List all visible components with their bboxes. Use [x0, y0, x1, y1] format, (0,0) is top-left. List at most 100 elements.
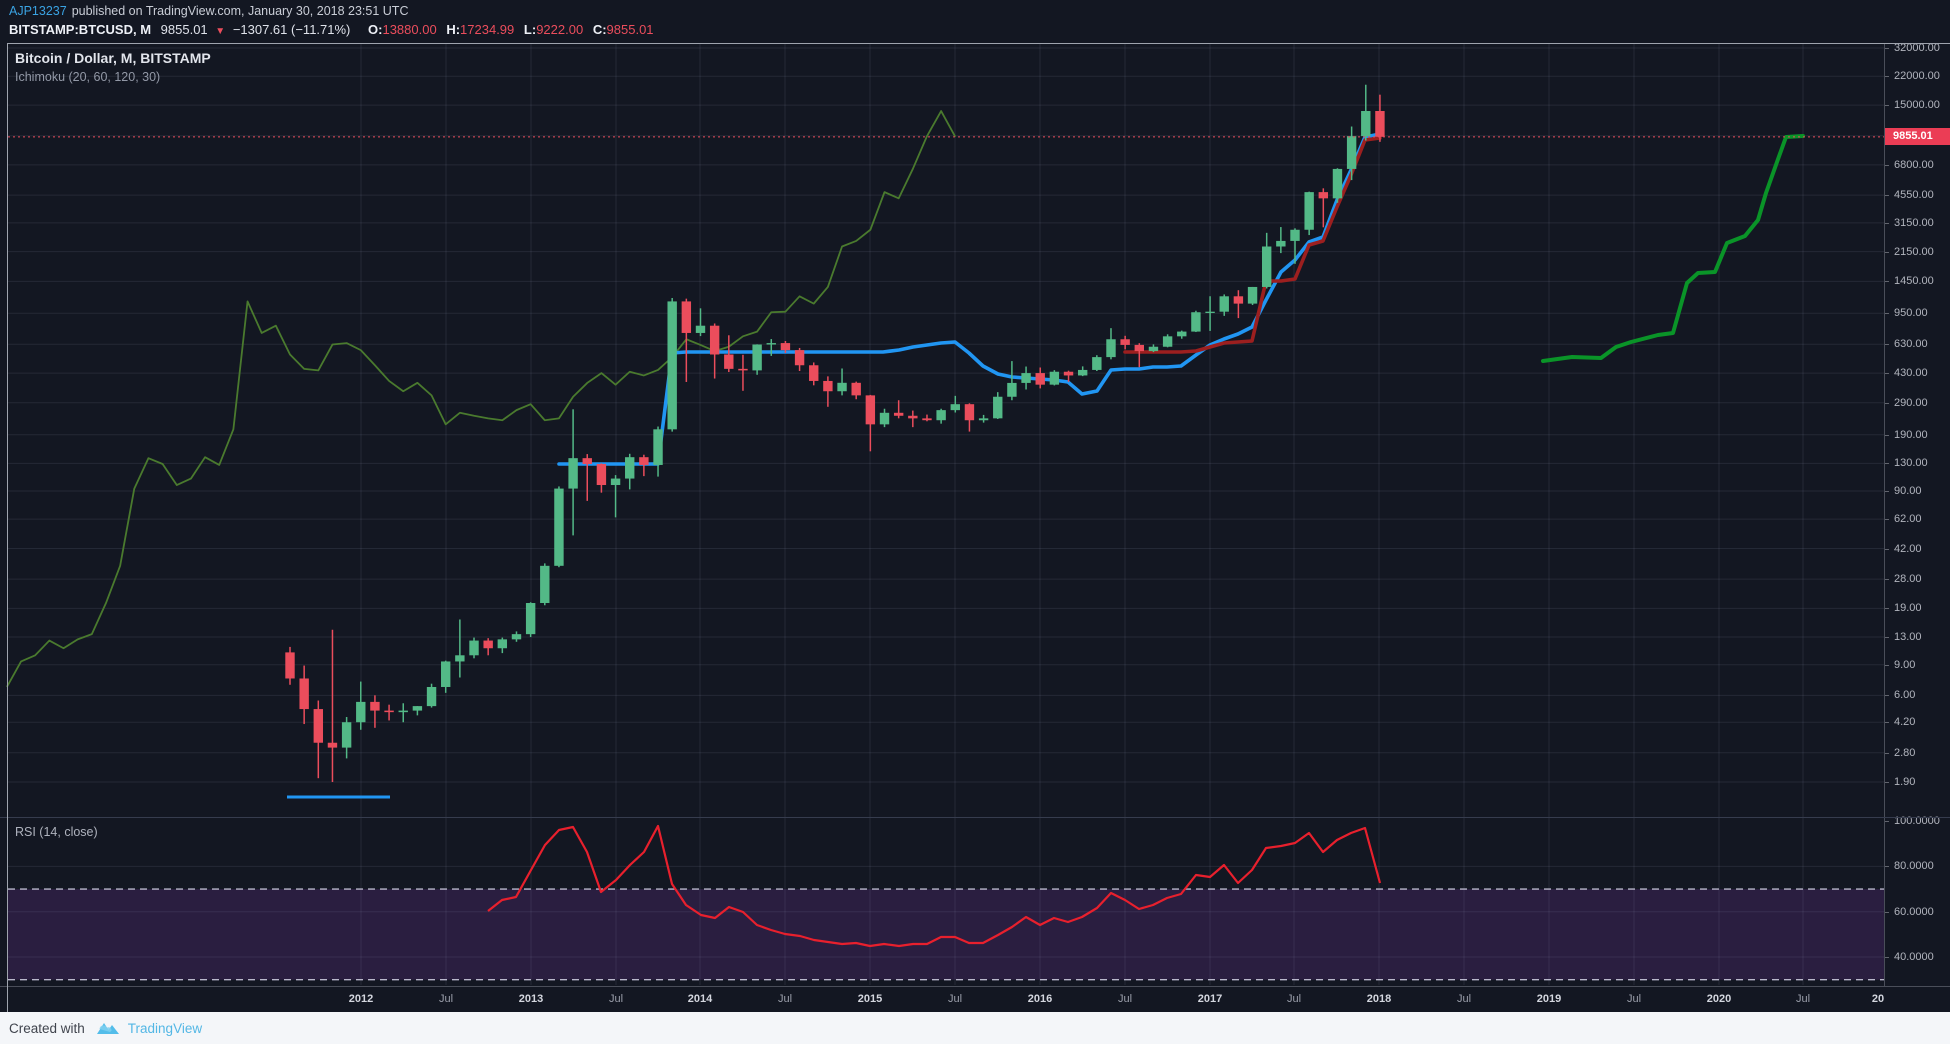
time-tick-jul-label: Jul [1795, 993, 1811, 1005]
rsi-tick-label: 100.0000 [1894, 815, 1940, 827]
time-tick-year-label: 2020 [1706, 993, 1732, 1005]
price-tick-label: 1.90 [1894, 776, 1916, 789]
candle-body [709, 325, 720, 355]
time-tick-year-label: 2015 [857, 993, 883, 1005]
tick-mark [1885, 664, 1889, 666]
tick-mark [1885, 344, 1889, 346]
ichimoku-conversion-line [557, 132, 1382, 466]
tick-mark [1885, 313, 1889, 315]
time-axis[interactable]: 2012 Jul 2013 Jul 2014 Jul 2015 Jul 2016 Jul 2017 J… [0, 987, 1950, 1012]
time-tick-year-label: 2012 [348, 993, 374, 1005]
tick-mark [1885, 636, 1889, 638]
candle-body [1035, 373, 1045, 385]
candle-body [681, 301, 692, 333]
candle-body [1346, 136, 1357, 169]
price-tick-label: 28.00 [1894, 573, 1922, 586]
candle-body [327, 742, 338, 748]
tradingview-link[interactable]: TradingView [127, 1020, 203, 1036]
tick-mark [1885, 251, 1889, 253]
candle-body [1106, 339, 1116, 358]
price-tick-label: 9.00 [1894, 658, 1916, 671]
main-pane-title: Bitcoin / Dollar, M, BITSTAMP [15, 50, 211, 66]
candle-body [766, 343, 776, 345]
tick-mark [1885, 722, 1889, 724]
candle-body [908, 415, 918, 419]
publish-line: AJP13237 published on TradingView.com, Ja… [9, 4, 408, 18]
symbol-name: BITSTAMP:BTCUSD, M [9, 22, 152, 37]
tick-mark [1885, 222, 1889, 224]
price-tick-label: 1450.00 [1894, 275, 1934, 288]
candle-body [1276, 240, 1286, 247]
candle-body [1261, 246, 1272, 287]
price-tick-label: 4.20 [1894, 716, 1916, 729]
candle-body [936, 410, 946, 421]
time-axis-border [0, 986, 1950, 987]
candle-body [441, 661, 451, 687]
tick-mark [1885, 821, 1889, 822]
tradingview-logo-icon [96, 1023, 119, 1034]
candle-body [497, 639, 508, 649]
tick-mark [1885, 695, 1889, 697]
candle-body [455, 655, 465, 662]
price-tick-label: 32000.00 [1894, 42, 1940, 54]
last-price: 9855.01 [160, 22, 208, 37]
price-tick-label: 2150.00 [1894, 245, 1934, 258]
candle-body [752, 344, 762, 371]
candle-body [1007, 382, 1017, 397]
candle-body [667, 301, 677, 430]
price-tick-label: 630.00 [1894, 338, 1928, 351]
candle-body [893, 412, 904, 416]
candle-body [879, 412, 890, 425]
candle-body [568, 458, 578, 489]
rsi-tick-label: 80.0000 [1894, 860, 1934, 873]
username-link[interactable]: AJP13237 [9, 4, 67, 18]
candle-body [1134, 344, 1144, 352]
price-change: −1307.61 (−11.71%) [232, 22, 351, 37]
time-tick-jul-label: Jul [438, 993, 454, 1005]
candle-body [1021, 373, 1031, 383]
candle-body [865, 395, 876, 425]
candle-body [780, 343, 791, 351]
time-tick-jul-label: Jul [777, 993, 793, 1005]
time-tick-year-label: 2018 [1366, 993, 1392, 1005]
chart-frame-top-border [7, 43, 1950, 44]
tick-mark [1885, 164, 1889, 166]
created-with-text: Created with [9, 1020, 85, 1036]
chart-canvas[interactable] [0, 43, 1884, 986]
candle-body [1233, 296, 1244, 304]
candle-body [540, 565, 550, 604]
publish-info: published on TradingView.com, January 30… [71, 4, 409, 18]
candle-body [823, 380, 833, 392]
candle-body [469, 640, 479, 656]
time-tick-jul-label: Jul [1626, 993, 1642, 1005]
candle-body [1191, 312, 1201, 332]
candle-body [299, 678, 309, 710]
candle-body [1063, 371, 1074, 376]
tick-mark [1885, 463, 1889, 465]
price-axis[interactable]: 32000.00 22000.00 15000.00 6800.00 4550.00 31… [1884, 42, 1950, 986]
price-tick-label: 950.00 [1894, 307, 1928, 320]
candle-body [964, 404, 975, 421]
candle-body [1375, 111, 1385, 137]
candle-body [511, 634, 522, 640]
price-tick-label: 22000.00 [1894, 70, 1940, 83]
price-tick-label: 6.00 [1894, 689, 1916, 702]
price-tick-label: 62.00 [1894, 513, 1922, 526]
candle-body [837, 382, 847, 392]
tick-mark [1885, 373, 1889, 375]
candle-body [1177, 331, 1187, 337]
low-value: 9222.00 [536, 22, 584, 37]
tick-mark [1885, 76, 1889, 78]
footer: Created with TradingView [0, 1012, 1950, 1044]
price-tick-label: 430.00 [1894, 367, 1928, 380]
time-tick-year-label: 2019 [1536, 993, 1562, 1005]
pane-separator[interactable] [0, 817, 1950, 818]
price-tick-label: 19.00 [1894, 602, 1922, 615]
candle-body [922, 418, 932, 421]
candle-body [426, 686, 437, 707]
candle-body [950, 404, 960, 411]
tick-mark [1885, 957, 1889, 959]
low-label: L: [523, 22, 537, 37]
tick-mark [1885, 782, 1889, 784]
